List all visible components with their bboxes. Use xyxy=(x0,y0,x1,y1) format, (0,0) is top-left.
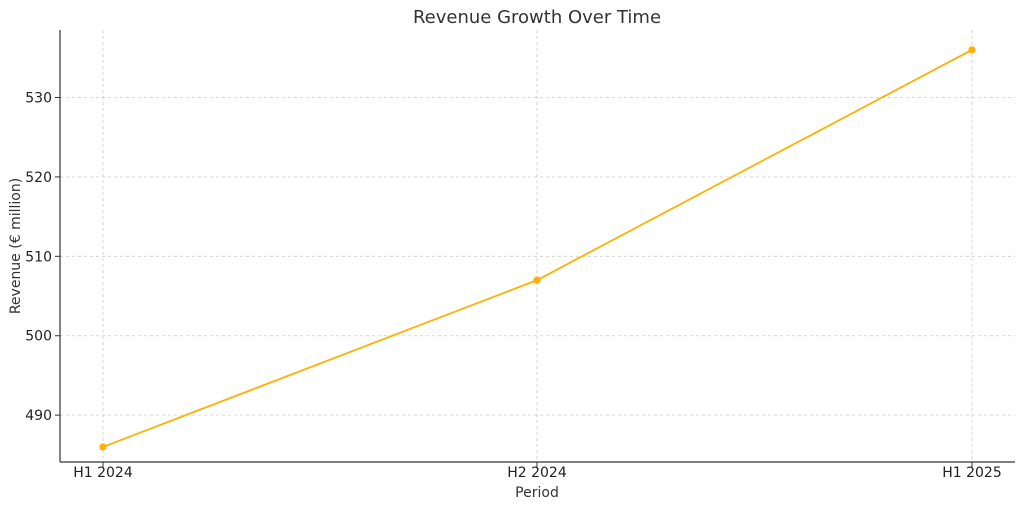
data-point xyxy=(968,46,976,54)
y-tick-label: 490 xyxy=(25,408,52,424)
y-tick-label: 510 xyxy=(25,249,52,265)
y-axis-ticks: 490 500 510 520 530 xyxy=(25,91,60,424)
chart-title: Revenue Growth Over Time xyxy=(413,7,661,28)
x-tick-label: H1 2024 xyxy=(73,465,133,481)
y-axis-label: Revenue (€ million) xyxy=(8,178,24,314)
x-axis-ticks: H1 2024 H2 2024 H1 2025 xyxy=(73,462,1002,481)
x-tick-label: H2 2024 xyxy=(507,465,567,481)
series-layer xyxy=(99,46,976,451)
x-axis-label: Period xyxy=(515,485,559,501)
y-tick-label: 500 xyxy=(25,329,52,345)
data-point xyxy=(533,276,541,284)
y-tick-label: 530 xyxy=(25,91,52,107)
data-point xyxy=(99,443,107,451)
y-tick-label: 520 xyxy=(25,170,52,186)
series-line xyxy=(102,49,973,448)
x-tick-label: H1 2025 xyxy=(942,465,1002,481)
grid xyxy=(60,30,1015,462)
